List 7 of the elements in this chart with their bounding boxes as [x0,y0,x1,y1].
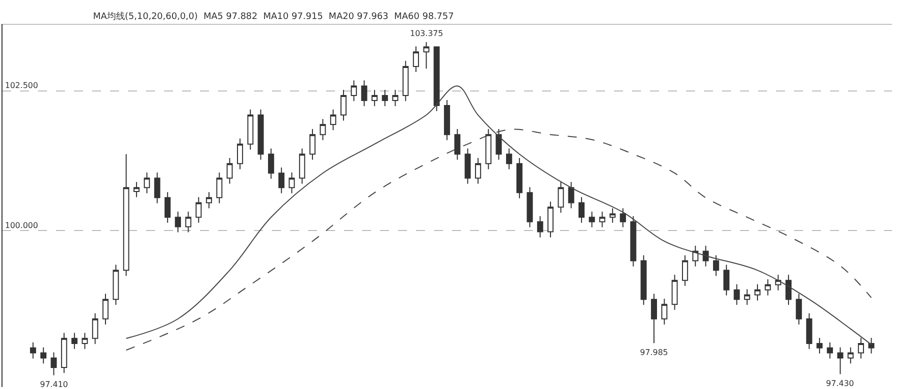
annotation: 97.410 [40,380,68,389]
y-tick-label: 100.000 [5,220,38,230]
chart-subtitle: MA均线(5,10,20,60,0,0) MA5 97.882 MA10 97.915 MA20 97.963 MA60 98.757 [93,11,454,22]
y-tick-label: 102.500 [5,81,38,90]
annotation: 97.430 [826,379,854,388]
annotation: 97.985 [640,348,668,357]
annotation: 103.375 [410,29,444,38]
